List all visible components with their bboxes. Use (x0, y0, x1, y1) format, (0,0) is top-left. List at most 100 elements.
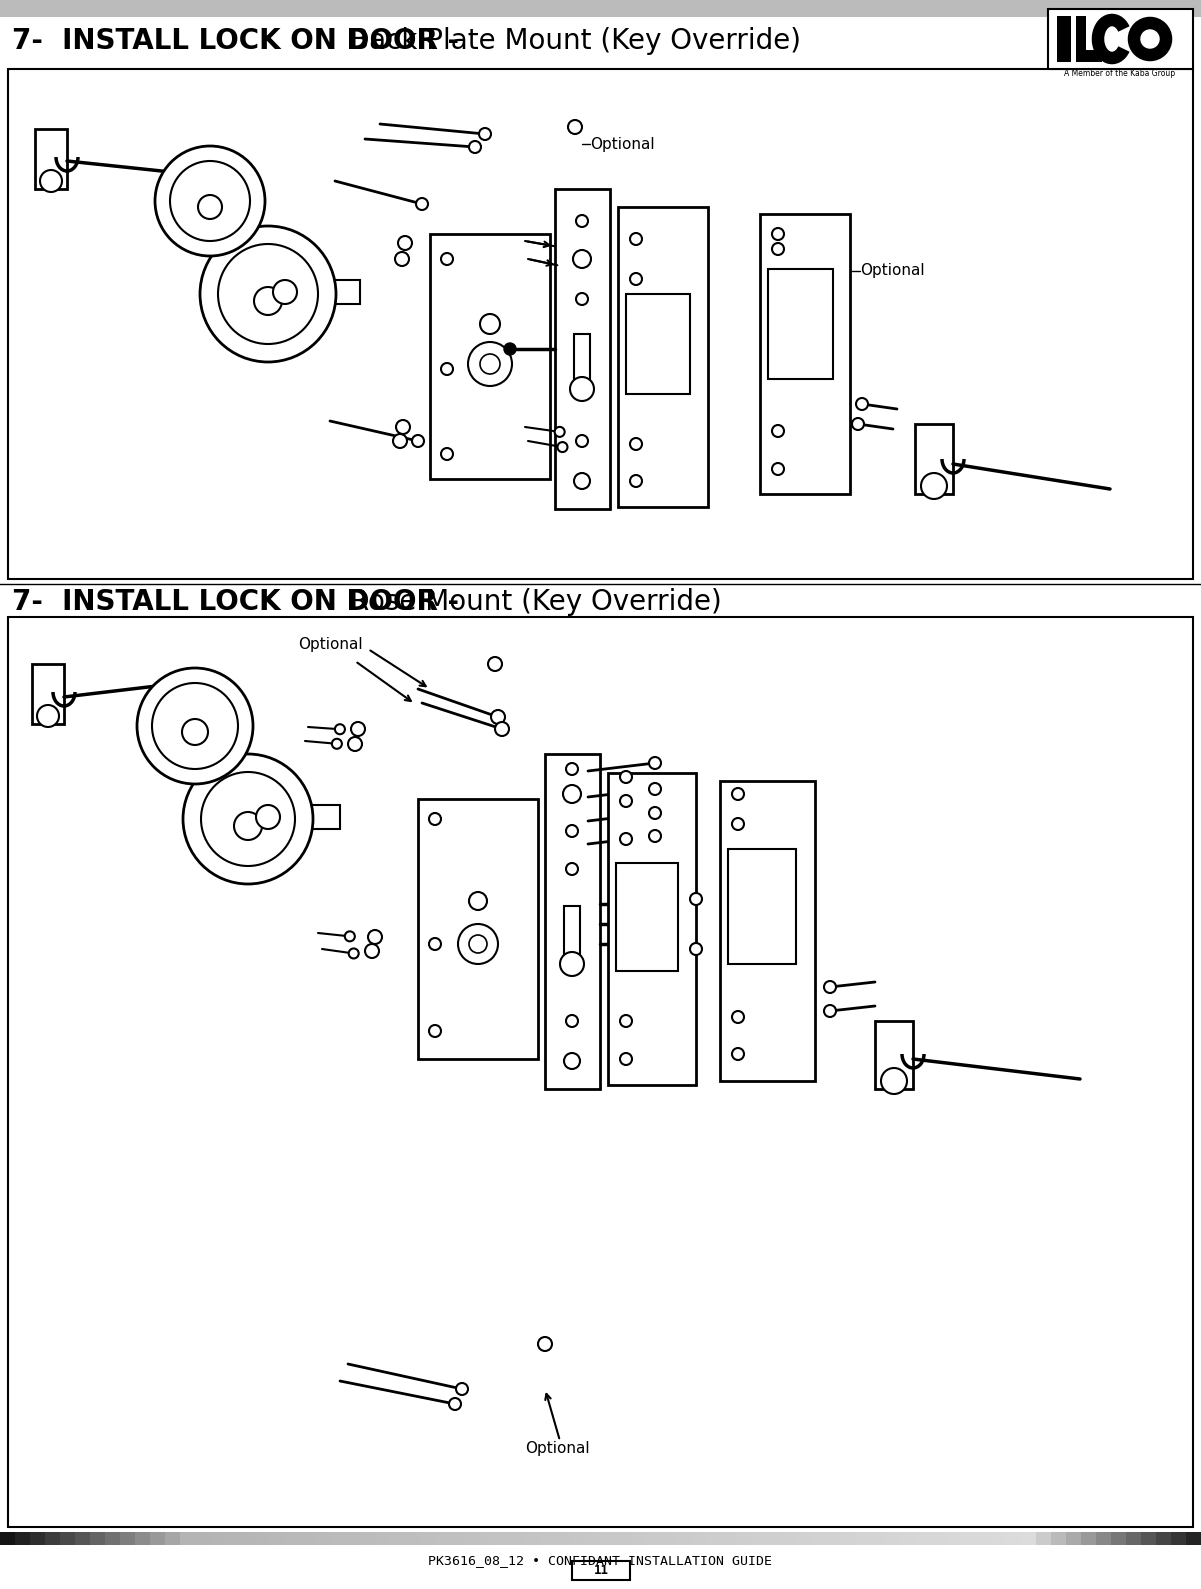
Bar (466, 1532, 482, 1545)
Circle shape (348, 949, 359, 958)
Circle shape (649, 829, 661, 842)
Circle shape (538, 1336, 552, 1351)
Circle shape (345, 931, 354, 941)
Bar (210, 1532, 226, 1545)
Circle shape (183, 718, 208, 745)
Bar (572, 1560, 631, 1579)
Bar (510, 1532, 526, 1545)
Circle shape (348, 737, 362, 752)
Bar (555, 1532, 572, 1545)
Bar (751, 1532, 766, 1545)
Circle shape (560, 952, 584, 976)
Circle shape (882, 1068, 907, 1093)
Circle shape (576, 215, 588, 227)
Bar (390, 1532, 406, 1545)
Bar (931, 1532, 946, 1545)
Circle shape (441, 253, 453, 265)
Circle shape (234, 812, 262, 841)
Bar (915, 424, 954, 494)
Text: Optional: Optional (525, 1441, 590, 1457)
Bar (1081, 1532, 1097, 1545)
Text: Optional: Optional (860, 264, 925, 278)
Circle shape (570, 377, 594, 400)
Circle shape (468, 342, 512, 386)
Circle shape (183, 755, 313, 883)
Text: 11: 11 (593, 1565, 609, 1578)
Bar (203, 176, 216, 207)
Circle shape (456, 1382, 468, 1395)
Circle shape (649, 807, 661, 818)
Bar (1141, 1532, 1157, 1545)
Bar (826, 1532, 842, 1545)
Bar (608, 772, 697, 1085)
Circle shape (201, 226, 336, 362)
Circle shape (620, 833, 632, 845)
Circle shape (412, 435, 424, 447)
Bar (871, 1532, 886, 1545)
Circle shape (731, 818, 743, 829)
Bar (991, 1532, 1006, 1545)
Bar (74, 1532, 91, 1545)
Text: 7-  INSTALL LOCK ON DOOR -: 7- INSTALL LOCK ON DOOR - (12, 588, 468, 617)
Bar (728, 849, 796, 965)
Bar (495, 1532, 512, 1545)
Bar (646, 1532, 662, 1545)
Circle shape (396, 419, 410, 434)
Bar (661, 1532, 676, 1545)
Text: PK3616_08_12 • CONFIDANT INSTALLATION GUIDE: PK3616_08_12 • CONFIDANT INSTALLATION GU… (428, 1554, 772, 1567)
Text: Optional: Optional (298, 637, 363, 651)
Circle shape (557, 442, 567, 453)
Bar (120, 1532, 136, 1545)
Bar (360, 1532, 376, 1545)
Bar (570, 1532, 586, 1545)
Circle shape (470, 891, 486, 910)
Circle shape (429, 938, 441, 950)
Circle shape (731, 1049, 743, 1060)
Bar (226, 1532, 241, 1545)
Text: 7-  INSTALL LOCK ON DOOR -: 7- INSTALL LOCK ON DOOR - (12, 27, 468, 56)
Circle shape (171, 160, 250, 242)
Bar (691, 1532, 706, 1545)
Bar (1171, 1532, 1187, 1545)
Circle shape (564, 1054, 580, 1069)
Circle shape (137, 667, 253, 783)
Bar (946, 1532, 962, 1545)
Circle shape (441, 448, 453, 459)
Bar (540, 1532, 556, 1545)
Bar (106, 1532, 121, 1545)
Bar (240, 1532, 256, 1545)
Bar (330, 1532, 346, 1545)
Circle shape (620, 1054, 632, 1065)
Bar (1076, 49, 1103, 62)
Circle shape (335, 725, 345, 734)
Bar (268, 806, 340, 829)
Circle shape (620, 794, 632, 807)
Circle shape (198, 195, 222, 219)
Bar (346, 1532, 362, 1545)
Bar (760, 215, 850, 494)
Bar (767, 269, 833, 380)
Bar (795, 1532, 812, 1545)
Circle shape (504, 343, 516, 354)
Text: Rose Mount (Key Override): Rose Mount (Key Override) (349, 588, 722, 617)
Bar (286, 1532, 301, 1545)
Bar (555, 189, 610, 508)
Bar (675, 1532, 692, 1545)
Bar (901, 1532, 916, 1545)
Bar (240, 791, 255, 826)
Bar (1187, 1532, 1201, 1545)
Circle shape (620, 1015, 632, 1026)
Bar (90, 1532, 106, 1545)
Bar (1051, 1532, 1066, 1545)
Bar (418, 799, 538, 1058)
Bar (619, 207, 709, 507)
Circle shape (620, 771, 632, 783)
Bar (1127, 1532, 1142, 1545)
Circle shape (852, 418, 864, 431)
Bar (876, 1022, 913, 1088)
Bar (430, 234, 550, 478)
Bar (961, 1532, 976, 1545)
Circle shape (416, 199, 428, 210)
Circle shape (824, 980, 836, 993)
Circle shape (441, 362, 453, 375)
